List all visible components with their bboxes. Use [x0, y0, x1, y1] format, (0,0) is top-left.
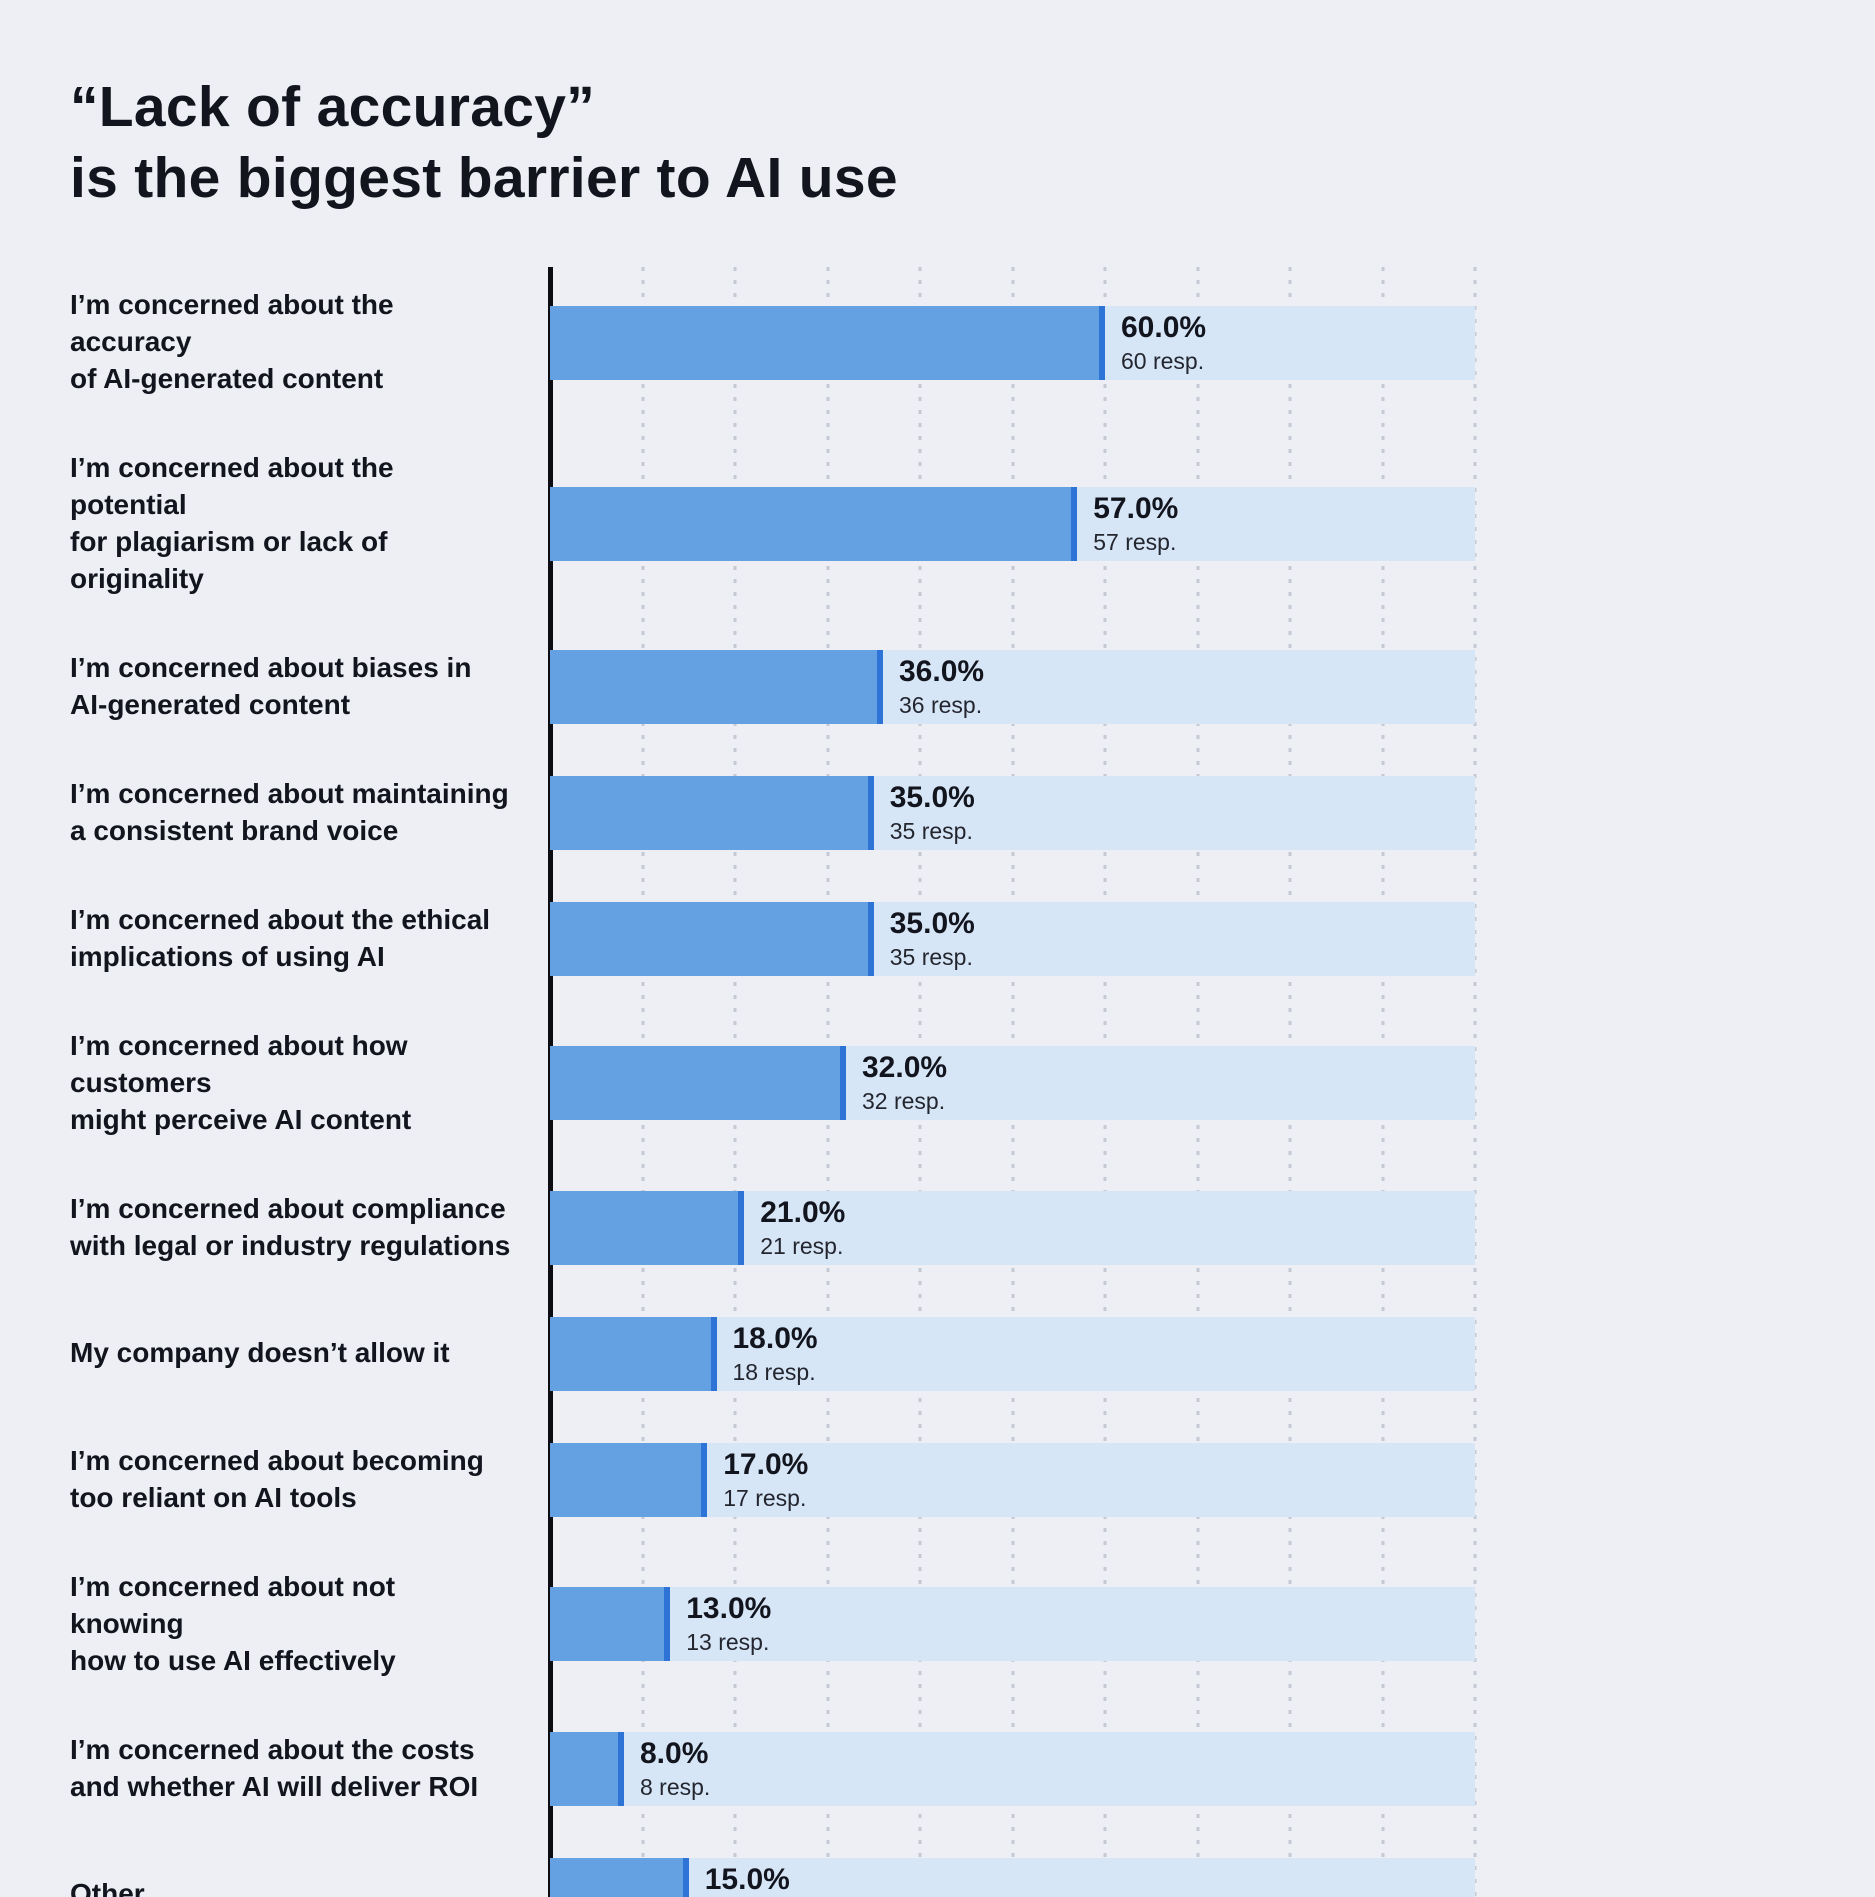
- respondents-label: 17 resp.: [723, 1484, 807, 1511]
- bar-rows: I’m concerned about the accuracy of AI-g…: [70, 287, 1475, 1897]
- bar-track: 57.0% 57 resp.: [550, 487, 1475, 562]
- bar-track: 13.0% 13 resp.: [550, 1587, 1475, 1662]
- bar-row: I’m concerned about the accuracy of AI-g…: [70, 287, 1475, 398]
- value-label: 60.0%: [1121, 310, 1207, 344]
- value-label: 15.0%: [704, 1862, 790, 1896]
- bar-track: 21.0% 21 resp.: [550, 1190, 1475, 1265]
- respondents-label: 36 resp.: [899, 692, 983, 719]
- bar-row: I’m concerned about becoming too reliant…: [70, 1442, 1475, 1517]
- bar-row: I’m concerned about not knowing how to u…: [70, 1569, 1475, 1680]
- bar: [550, 305, 1105, 380]
- bar-value-group: 35.0% 35 resp.: [890, 781, 975, 845]
- respondents-label: 35 resp.: [889, 944, 973, 971]
- respondents-label: 21 resp.: [760, 1232, 844, 1259]
- bar: [550, 1731, 624, 1806]
- bar: [550, 487, 1078, 562]
- value-label: 8.0%: [640, 1736, 709, 1770]
- bar-row: Other 15.0% 15 resp.: [70, 1857, 1475, 1897]
- bar-row: I’m concerned about the ethical implicat…: [70, 902, 1475, 977]
- bar-track: 15.0% 15 resp.: [550, 1857, 1475, 1897]
- bar: [550, 902, 874, 977]
- bar: [550, 1316, 717, 1391]
- bar-value-group: 15.0% 15 resp.: [705, 1863, 790, 1897]
- value-label: 35.0%: [889, 907, 975, 941]
- bar-row: I’m concerned about the potential for pl…: [70, 450, 1475, 598]
- bar-track: 60.0% 60 resp.: [550, 305, 1475, 380]
- category-label: I’m concerned about the potential for pl…: [70, 452, 394, 595]
- bar-track: 18.0% 18 resp.: [550, 1316, 1475, 1391]
- chart-title: “Lack of accuracy” is the biggest barrie…: [70, 72, 1875, 213]
- respondents-label: 57 resp.: [1093, 529, 1177, 556]
- category-label: I’m concerned about maintaining a consis…: [70, 778, 509, 847]
- category-label: I’m concerned about the ethical implicat…: [70, 904, 491, 973]
- value-label: 21.0%: [760, 1195, 846, 1229]
- respondents-label: 8 resp.: [640, 1773, 711, 1800]
- category-label: My company doesn’t allow it: [70, 1337, 450, 1369]
- respondents-label: 35 resp.: [889, 818, 973, 845]
- value-label: 17.0%: [723, 1447, 809, 1481]
- bar: [550, 1190, 745, 1265]
- bar-row: I’m concerned about biases in AI-generat…: [70, 650, 1475, 725]
- bar-track: 8.0% 8 resp.: [550, 1731, 1475, 1806]
- category-label: I’m concerned about how customers might …: [70, 1030, 412, 1135]
- bar-track: 17.0% 17 resp.: [550, 1442, 1475, 1517]
- category-label: Other: [70, 1878, 145, 1897]
- chart-title-line-2: is the biggest barrier to AI use: [70, 145, 898, 210]
- bar-value-group: 32.0% 32 resp.: [862, 1051, 947, 1115]
- bar-row: I’m concerned about how customers might …: [70, 1028, 1475, 1139]
- value-label: 18.0%: [732, 1321, 818, 1355]
- bar-track: 35.0% 35 resp.: [550, 902, 1475, 977]
- bar: [550, 650, 883, 725]
- bar: [550, 1046, 846, 1121]
- value-label: 32.0%: [862, 1051, 948, 1085]
- bar-value-group: 8.0% 8 resp.: [640, 1737, 710, 1801]
- bar: [550, 1857, 689, 1897]
- bar: [550, 1442, 708, 1517]
- bar-row: I’m concerned about the costs and whethe…: [70, 1731, 1475, 1806]
- category-label: I’m concerned about compliance with lega…: [70, 1192, 511, 1261]
- bar-row: I’m concerned about compliance with lega…: [70, 1190, 1475, 1265]
- bar-value-group: 21.0% 21 resp.: [760, 1196, 845, 1260]
- respondents-label: 18 resp.: [732, 1358, 816, 1385]
- bar: [550, 1587, 671, 1662]
- category-label: I’m concerned about biases in AI-generat…: [70, 652, 472, 721]
- bar-row: My company doesn’t allow it 18.0% 18 res…: [70, 1316, 1475, 1391]
- value-label: 57.0%: [1093, 492, 1179, 526]
- value-label: 13.0%: [686, 1592, 772, 1626]
- bar-value-group: 17.0% 17 resp.: [723, 1448, 808, 1512]
- bar-row: I’m concerned about maintaining a consis…: [70, 776, 1475, 851]
- bar: [550, 776, 874, 851]
- value-label: 35.0%: [889, 781, 975, 815]
- category-label: I’m concerned about the costs and whethe…: [70, 1733, 479, 1802]
- respondents-label: 32 resp.: [862, 1088, 946, 1115]
- bar-value-group: 36.0% 36 resp.: [899, 655, 984, 719]
- bar-value-group: 60.0% 60 resp.: [1121, 311, 1206, 375]
- respondents-label: 60 resp.: [1121, 347, 1205, 374]
- category-label: I’m concerned about not knowing how to u…: [70, 1570, 396, 1676]
- bar-track: 32.0% 32 resp.: [550, 1046, 1475, 1121]
- bar-value-group: 13.0% 13 resp.: [686, 1592, 771, 1656]
- gridline: [1473, 267, 1477, 1897]
- respondents-label: 13 resp.: [686, 1629, 770, 1656]
- bar-value-group: 35.0% 35 resp.: [890, 907, 975, 971]
- bar-value-group: 18.0% 18 resp.: [733, 1322, 818, 1386]
- bar-track: 35.0% 35 resp.: [550, 776, 1475, 851]
- bar-value-group: 57.0% 57 resp.: [1093, 492, 1178, 556]
- value-label: 36.0%: [899, 655, 985, 689]
- bar-chart: I’m concerned about the accuracy of AI-g…: [70, 267, 1477, 1897]
- category-label: I’m concerned about the accuracy of AI-g…: [70, 289, 394, 395]
- bar-track: 36.0% 36 resp.: [550, 650, 1475, 725]
- category-label: I’m concerned about becoming too reliant…: [70, 1444, 484, 1513]
- chart-title-line-1: “Lack of accuracy”: [70, 75, 595, 139]
